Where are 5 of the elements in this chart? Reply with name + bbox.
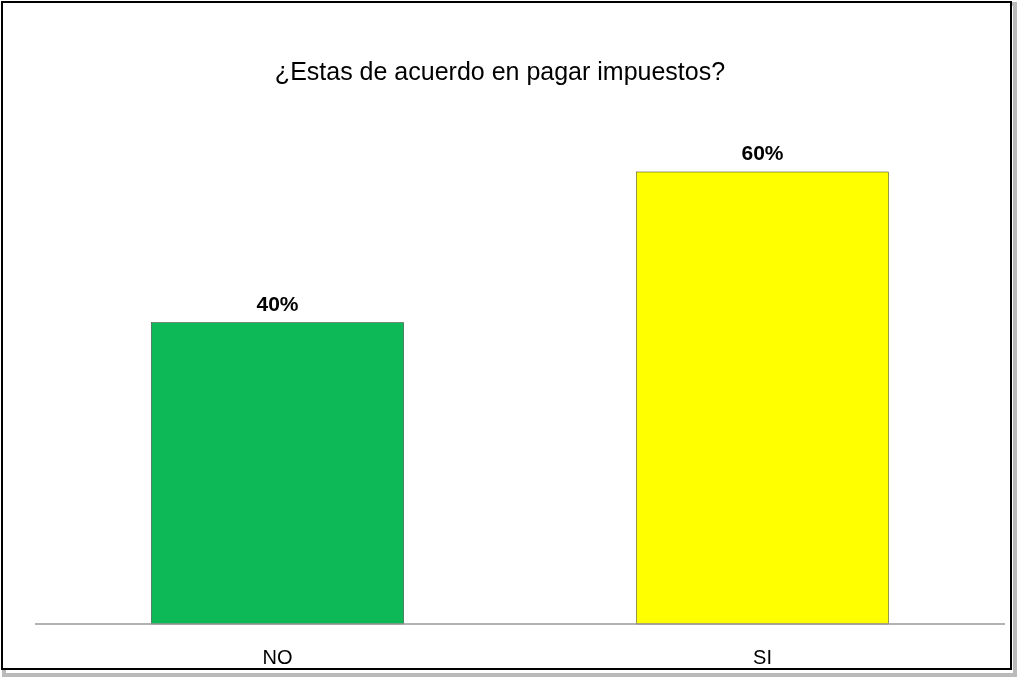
chart-title: ¿Estas de acuerdo en pagar impuestos? [274,57,726,85]
x-tick-label: SI [753,646,772,668]
x-tick-label: NO [262,646,293,668]
data-label: 40% [256,291,299,315]
data-label: 60% [741,141,784,164]
